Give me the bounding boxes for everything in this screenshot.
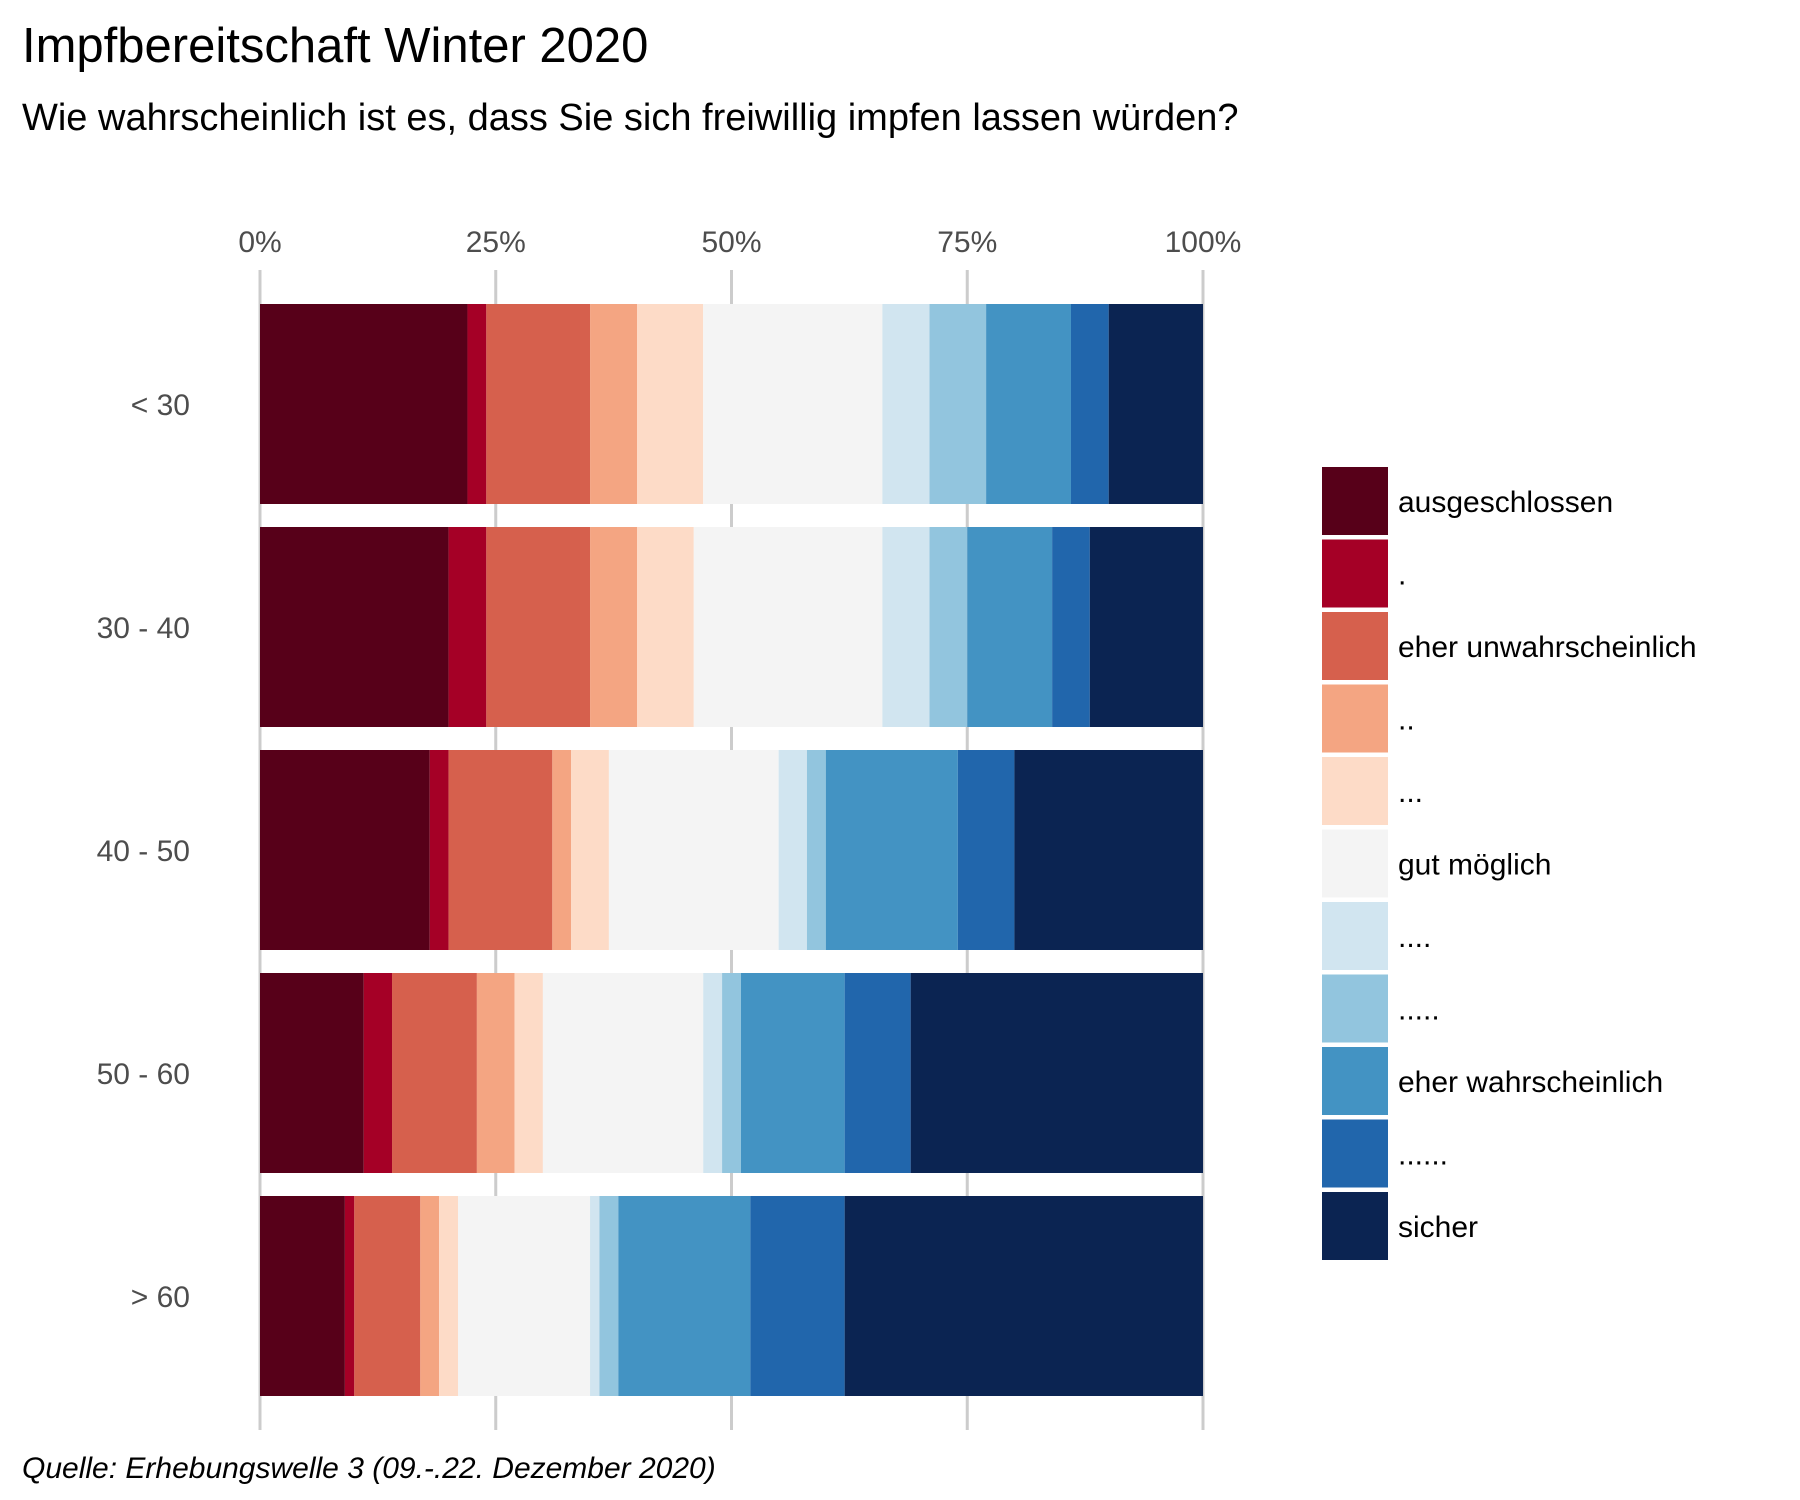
bar-segment: [260, 304, 468, 504]
legend-key: [1322, 1047, 1388, 1115]
bar-segment: [608, 750, 779, 950]
bar-segment: [618, 1196, 751, 1396]
bar-segment: [590, 527, 638, 727]
legend-label: eher unwahrscheinlich: [1398, 631, 1697, 664]
legend-key: [1322, 467, 1388, 535]
y-axis-categories: < 30 30 - 40 40 - 50 50 - 60 > 60: [97, 389, 190, 1314]
legend-key: [1322, 612, 1388, 680]
bar-segment: [825, 750, 958, 950]
legend-key: [1322, 539, 1388, 608]
chart-caption: Quelle: Erhebungswelle 3 (09.-.22. Dezem…: [22, 1452, 716, 1485]
bar-segment: [514, 973, 543, 1173]
bar-segment: [429, 750, 449, 950]
bar-segment: [344, 1196, 355, 1396]
bar-segment: [703, 304, 883, 504]
bar-segment: [910, 973, 1203, 1173]
bar-segment: [260, 1196, 345, 1396]
legend-label: ..: [1398, 704, 1415, 737]
bar-segment: [439, 1196, 459, 1396]
bar-segment: [750, 1196, 845, 1396]
bar-segment: [420, 1196, 440, 1396]
y-category-label: > 60: [131, 1281, 190, 1314]
legend: ausgeschlossen. eher unwahrscheinlich....…: [1322, 467, 1697, 1260]
bar-segment: [882, 304, 930, 504]
bar-segment: [967, 527, 1053, 727]
bar-segment: [448, 527, 487, 727]
bar-segment: [1070, 304, 1109, 504]
x-tick-label: 50%: [701, 226, 761, 259]
legend-key: [1322, 757, 1388, 825]
bar-segment: [363, 973, 393, 1173]
bar-segment: [1108, 304, 1203, 504]
x-axis-ticks: 0% 25% 50% 75% 100%: [238, 226, 1241, 259]
bar-segment: [571, 750, 609, 950]
bar-segment: [590, 304, 638, 504]
bar-segment: [806, 750, 826, 950]
chart-subtitle: Wie wahrscheinlich ist es, dass Sie sich…: [22, 97, 1239, 139]
bar-segment: [929, 304, 987, 504]
bar-segment: [740, 973, 845, 1173]
bar-segment: [260, 750, 430, 950]
x-tick-label: 100%: [1165, 226, 1242, 259]
x-tick-label: 0%: [238, 226, 281, 259]
bar-segment: [590, 1196, 600, 1396]
bar-segment: [882, 527, 930, 727]
bar-segment: [1089, 527, 1203, 727]
bar-segment: [722, 973, 741, 1173]
x-tick-label: 75%: [937, 226, 997, 259]
bar-segment: [486, 527, 591, 727]
bar-segment: [929, 527, 968, 727]
bar-segment: [552, 750, 572, 950]
bar-segment: [599, 1196, 619, 1396]
bar-segment: [1052, 527, 1090, 727]
stacked-bars: [260, 304, 1203, 1396]
legend-key: [1322, 974, 1388, 1043]
legend-label: ausgeschlossen: [1398, 486, 1613, 519]
bar-segment: [260, 527, 449, 727]
bar-segment: [1014, 750, 1203, 950]
legend-key: [1322, 902, 1388, 970]
bar-segment: [703, 973, 723, 1173]
legend-key: [1322, 829, 1388, 898]
y-category-label: 30 - 40: [97, 612, 190, 645]
bar-segment: [637, 527, 694, 727]
bar-segment: [260, 973, 364, 1173]
legend-key: [1322, 1119, 1388, 1188]
bar-segment: [448, 750, 553, 950]
bar-segment: [542, 973, 704, 1173]
bar-segment: [957, 750, 1015, 950]
bar-segment: [637, 304, 704, 504]
legend-label: ....: [1398, 921, 1431, 954]
legend-label: sicher: [1398, 1211, 1478, 1244]
y-category-label: 50 - 60: [97, 1058, 190, 1091]
legend-label: .: [1398, 559, 1406, 592]
bar-segment: [693, 527, 883, 727]
legend-label: eher wahrscheinlich: [1398, 1066, 1663, 1099]
bar-segment: [486, 304, 591, 504]
bar-segment: [354, 1196, 421, 1396]
bar-segment: [986, 304, 1071, 504]
bar-segment: [844, 1196, 1203, 1396]
bar-segment: [467, 304, 487, 504]
y-category-label: 40 - 50: [97, 835, 190, 868]
bar-segment: [778, 750, 807, 950]
legend-label: gut möglich: [1398, 849, 1551, 882]
x-tick-label: 25%: [466, 226, 526, 259]
bar-segment: [392, 973, 477, 1173]
bar-segment: [458, 1196, 591, 1396]
bar-segment: [844, 973, 911, 1173]
legend-label: ...: [1398, 776, 1423, 809]
chart-title: Impfbereitschaft Winter 2020: [22, 19, 648, 73]
bar-segment: [476, 973, 515, 1173]
legend-label: ......: [1398, 1139, 1448, 1172]
legend-key: [1322, 1192, 1388, 1260]
legend-label: .....: [1398, 994, 1440, 1027]
y-category-label: < 30: [131, 389, 190, 422]
legend-key: [1322, 684, 1388, 753]
